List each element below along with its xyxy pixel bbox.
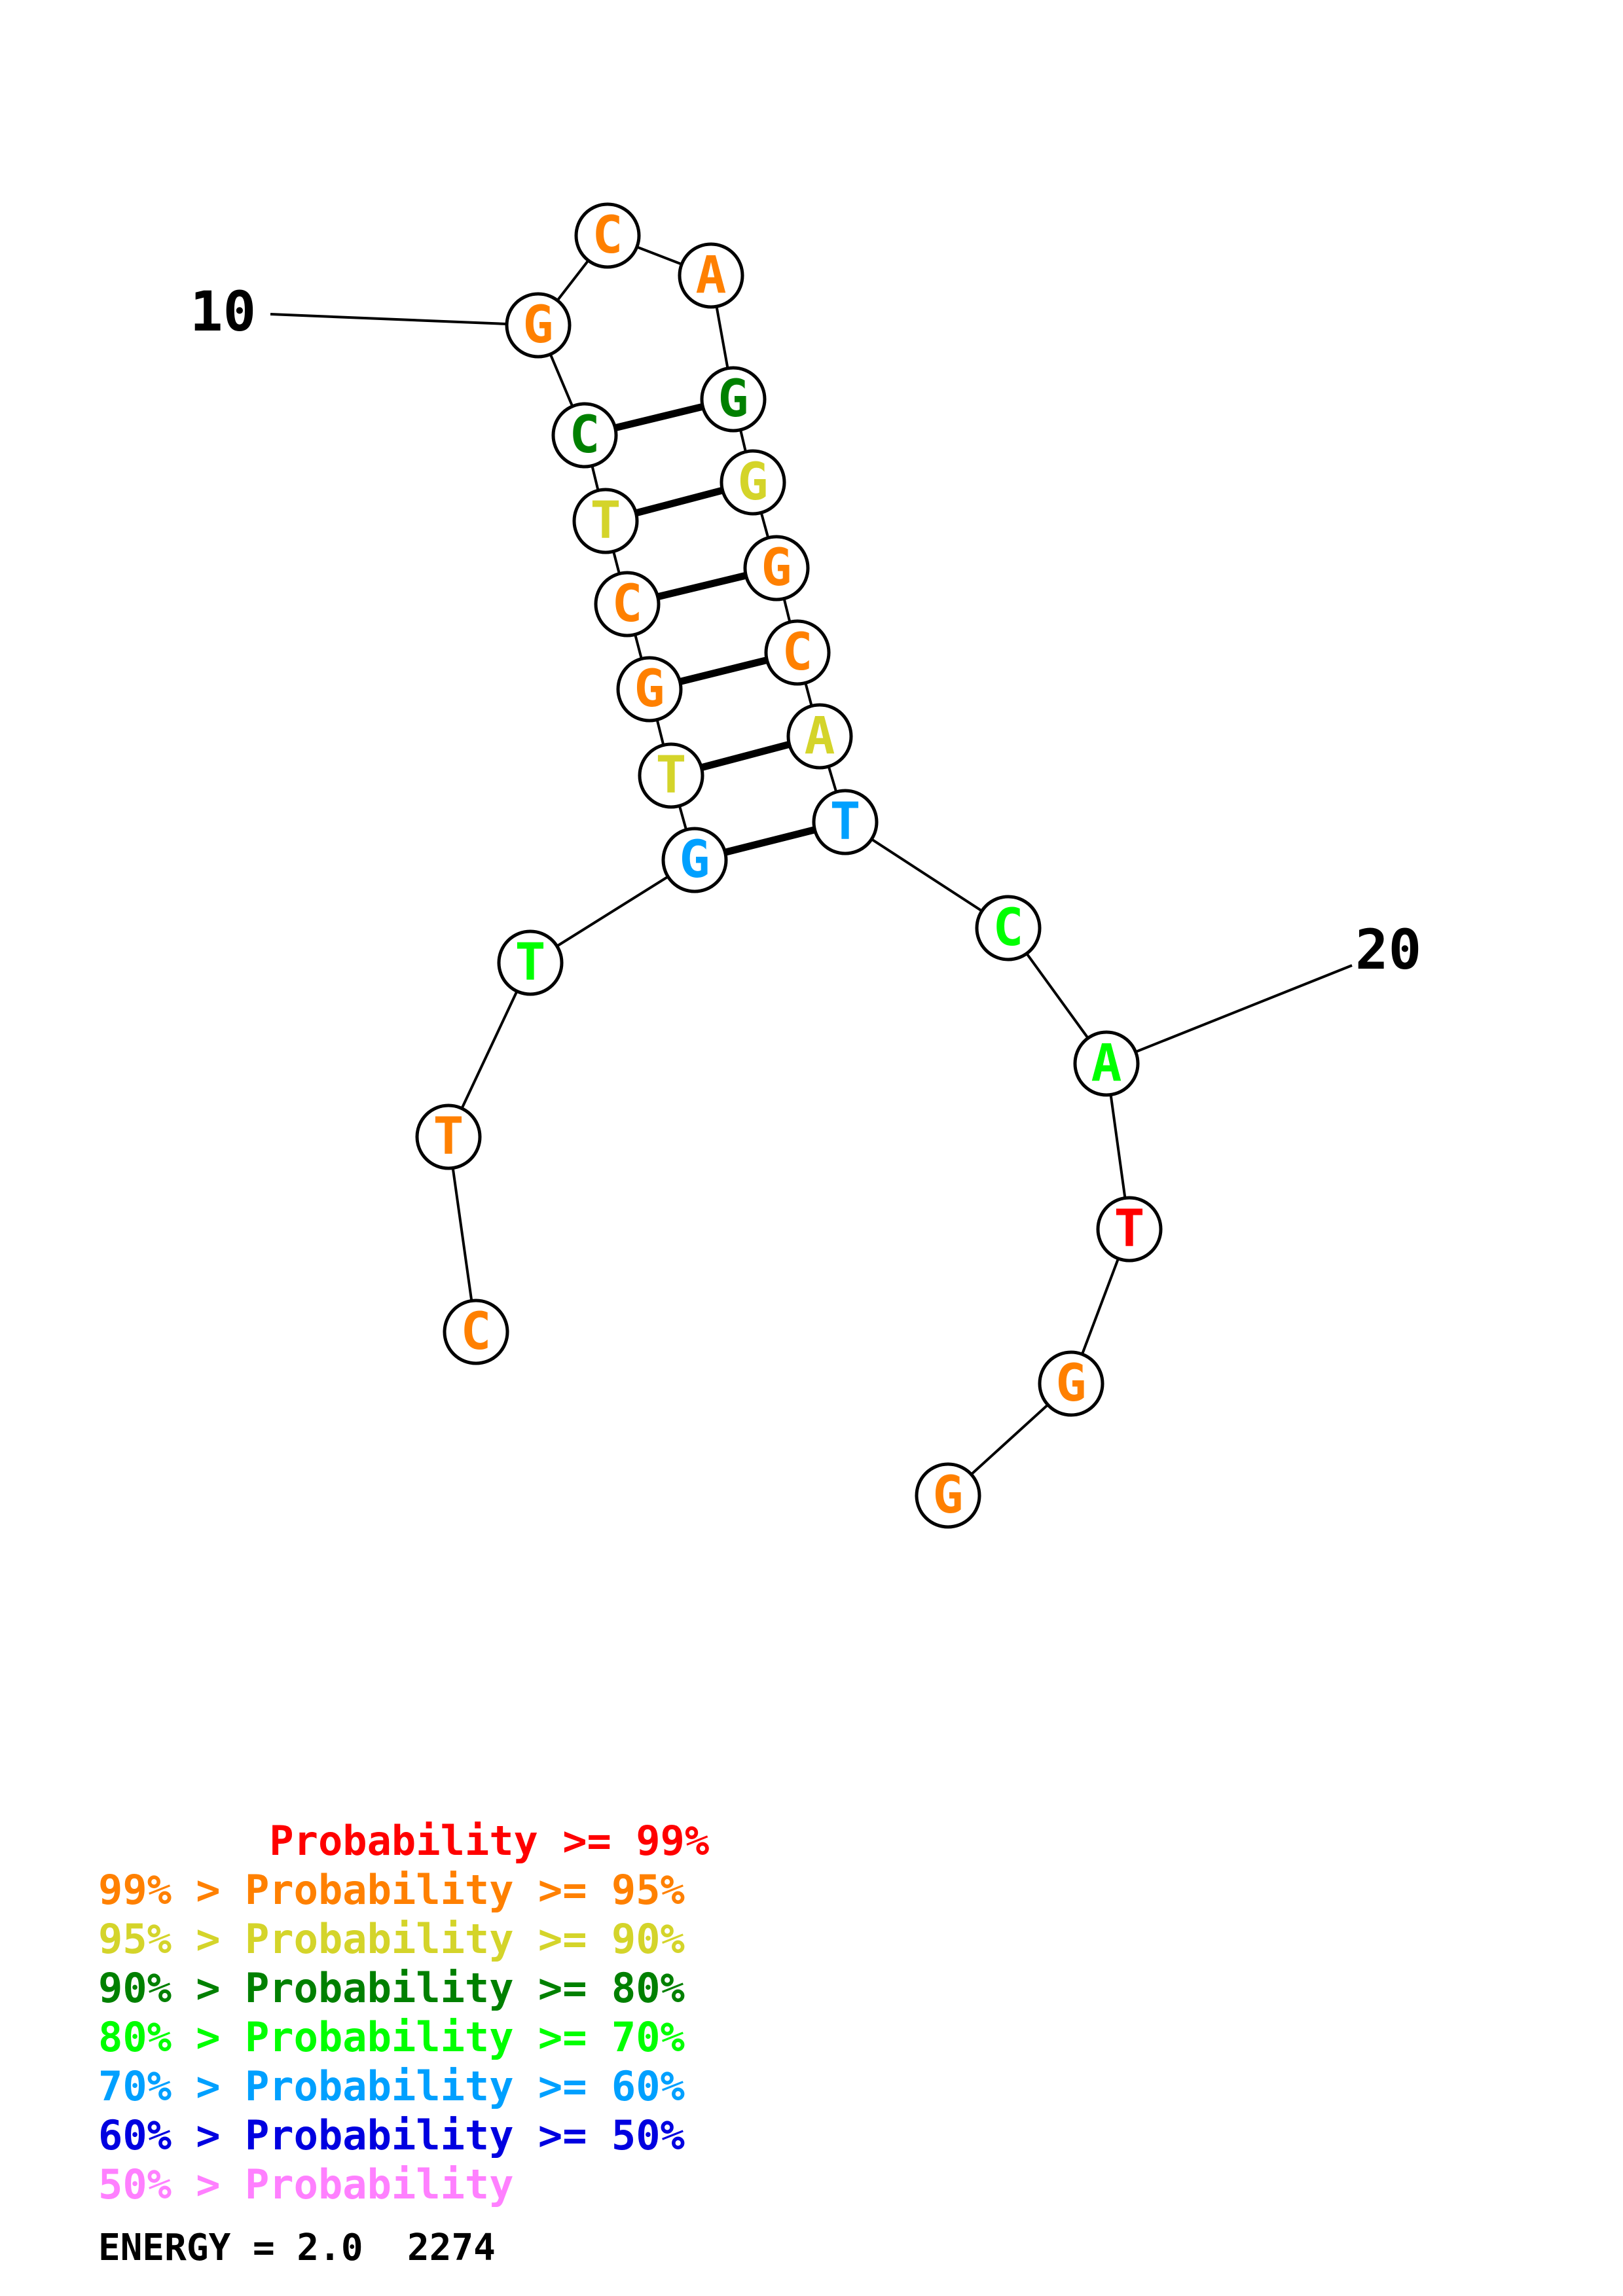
- nucleotide-base-label: C: [593, 206, 623, 265]
- base-pair-bond: [614, 403, 704, 432]
- nucleotide: T: [415, 1103, 482, 1170]
- legend-entry: 60% > Probability >= 50%: [98, 2111, 685, 2159]
- legend-entry: 50% > Probability: [98, 2161, 514, 2208]
- nucleotide-circle: [505, 292, 572, 359]
- nucleotide-base-label: G: [933, 1466, 964, 1525]
- nucleotide-circle: [764, 619, 831, 686]
- nucleotide-circle: [443, 1299, 509, 1365]
- nucleotide-circle: [720, 449, 786, 516]
- nucleotide-base-label: C: [461, 1302, 492, 1361]
- nucleotide-circle: [594, 571, 661, 637]
- nucleotide: C: [975, 895, 1042, 961]
- nucleotide: G: [720, 449, 786, 516]
- base-pair-bond: [657, 571, 747, 601]
- probability-legend: Probability >= 99% 99% > Probability >= 9…: [98, 1816, 709, 2209]
- nucleotide-circle: [786, 703, 853, 770]
- nucleotide: T: [638, 742, 704, 809]
- nucleotide: T: [1096, 1196, 1163, 1263]
- nucleotide-base-label: G: [634, 660, 665, 719]
- nucleotide-base-label: G: [523, 296, 554, 355]
- nucleotide: G: [915, 1462, 981, 1529]
- nucleotide-base-label: T: [1114, 1200, 1145, 1259]
- position-leader-line: [270, 313, 539, 327]
- nucleotide: G: [743, 535, 810, 601]
- nucleotide-base-label: T: [515, 933, 546, 992]
- nucleotide-circle: [551, 402, 618, 469]
- legend-entry: 99% > Probability >= 95%: [98, 1866, 685, 1914]
- nucleotide-base-label: G: [1056, 1354, 1087, 1413]
- nucleotide-circle: [638, 742, 704, 809]
- base-pair-bond: [679, 656, 768, 685]
- base-pair-bond: [701, 740, 790, 772]
- nucleotide: G: [661, 827, 728, 893]
- nucleotide-base-label: G: [718, 370, 749, 429]
- nucleotide: G: [616, 656, 683, 723]
- base-pair-layer: [614, 403, 816, 856]
- backbone-layer: [447, 234, 1131, 1497]
- nucleotide: T: [497, 929, 564, 996]
- legend-entry: 90% > Probability >= 80%: [98, 1964, 685, 2012]
- nucleotide: T: [572, 488, 639, 554]
- nucleotide: C: [764, 619, 831, 686]
- nucleotide-circle: [415, 1103, 482, 1170]
- position-number-label: 20: [1355, 918, 1421, 982]
- nucleotide: C: [594, 571, 661, 637]
- legend-entry: Probability >= 99%: [98, 1817, 710, 1865]
- nucleotide: G: [505, 292, 572, 359]
- nucleotide-base-label: A: [805, 707, 835, 766]
- nucleotide: C: [443, 1299, 509, 1365]
- nucleotide-base-label: C: [782, 623, 813, 682]
- nucleotide: C: [574, 202, 641, 269]
- nucleotide: A: [678, 242, 744, 309]
- nucleotide-circle: [497, 929, 564, 996]
- base-pair-bond: [724, 826, 816, 856]
- position-number-label: 10: [190, 279, 256, 344]
- legend-entry: 70% > Probability >= 60%: [98, 2062, 685, 2110]
- nucleotide-circle: [975, 895, 1042, 961]
- nucleotide: A: [1073, 1030, 1140, 1097]
- nucleotide-base-label: C: [612, 575, 643, 634]
- nucleotide-base-label: G: [761, 539, 792, 598]
- nucleotide-circle: [700, 366, 767, 433]
- nucleotide-circle: [678, 242, 744, 309]
- nucleotide-base-label: T: [591, 492, 621, 550]
- nucleotide-base-label: T: [830, 793, 861, 852]
- nucleotide-base-label: G: [738, 453, 769, 512]
- nucleotide: G: [700, 366, 767, 433]
- nucleotide-base-label: T: [433, 1107, 464, 1166]
- nucleotide-base-label: C: [570, 406, 600, 465]
- nucleotide-circle: [812, 789, 879, 855]
- nucleotide-circle: [572, 488, 639, 554]
- nucleotide-circle: [1038, 1350, 1104, 1417]
- nucleotide-circle: [915, 1462, 981, 1529]
- nucleotide-circle: [1073, 1030, 1140, 1097]
- nucleotide-circle: [1096, 1196, 1163, 1263]
- base-pair-bond: [635, 486, 723, 517]
- nucleotide-base-label: C: [993, 899, 1024, 958]
- nucleotide-circle: [574, 202, 641, 269]
- position-leader-line: [1106, 964, 1353, 1065]
- nucleotide: C: [551, 402, 618, 469]
- nucleotide-circle: [661, 827, 728, 893]
- nucleotide: T: [812, 789, 879, 855]
- legend-entry: 95% > Probability >= 90%: [98, 1915, 685, 1963]
- nucleotide: A: [786, 703, 853, 770]
- nucleotide-base-label: T: [656, 746, 687, 805]
- nucleotide-base-label: A: [1091, 1034, 1122, 1093]
- nucleotide-circle: [616, 656, 683, 723]
- legend-entry: 80% > Probability >= 70%: [98, 2013, 685, 2061]
- position-label-layer: 10 20: [190, 279, 1421, 1065]
- energy-readout: ENERGY = 2.0 2274: [98, 2227, 496, 2269]
- nucleotide-base-label: G: [680, 831, 710, 889]
- nucleotide-base-label: A: [696, 246, 727, 305]
- nucleotide: G: [1038, 1350, 1104, 1417]
- nucleotide-circle: [743, 535, 810, 601]
